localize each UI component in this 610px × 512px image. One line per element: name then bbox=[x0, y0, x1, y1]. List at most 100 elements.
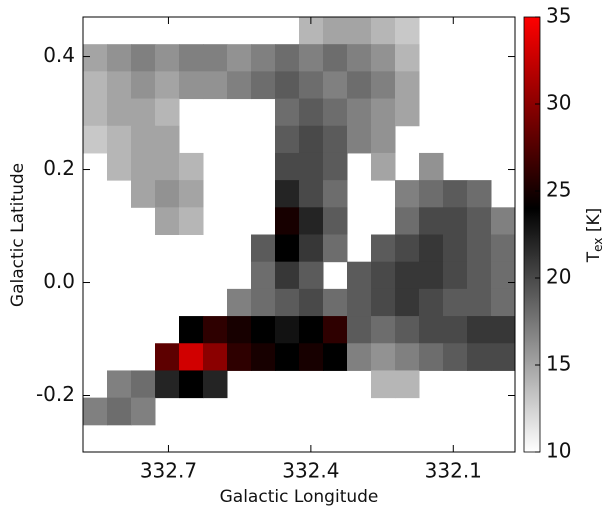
y-tick-label: 0.0 bbox=[43, 269, 75, 293]
heatmap-cell bbox=[107, 152, 132, 181]
heatmap-cell bbox=[467, 207, 492, 235]
heatmap-cell bbox=[371, 316, 396, 344]
heatmap-cell bbox=[299, 207, 324, 235]
heatmap-cell bbox=[203, 370, 228, 399]
heatmap-cell bbox=[443, 288, 468, 317]
heatmap-cell bbox=[467, 261, 492, 290]
heatmap-cell bbox=[275, 234, 300, 263]
heatmap-cell bbox=[131, 98, 156, 127]
heatmap-cell bbox=[467, 234, 492, 263]
heatmap-cell bbox=[107, 397, 132, 426]
heatmap-cell bbox=[179, 180, 204, 208]
heatmap-cell bbox=[299, 71, 324, 100]
heatmap-cell bbox=[251, 288, 276, 317]
heatmap-cell bbox=[491, 288, 516, 317]
y-tick-label: -0.2 bbox=[36, 382, 75, 406]
heatmap-cell bbox=[299, 288, 324, 317]
heatmap-cell bbox=[347, 98, 372, 127]
heatmap-cell bbox=[155, 71, 180, 100]
heatmap-cell bbox=[107, 44, 132, 72]
heatmap-cell bbox=[419, 261, 444, 290]
heatmap-cell bbox=[395, 288, 420, 317]
heatmap-cell bbox=[203, 71, 228, 100]
heatmap-cell bbox=[251, 71, 276, 100]
heatmap-cell bbox=[155, 152, 180, 181]
colorbar-label-main: T bbox=[584, 251, 604, 263]
heatmap-cell bbox=[203, 343, 228, 371]
heatmap-cell bbox=[275, 125, 300, 154]
colorbar-tick-label: 15 bbox=[546, 352, 571, 376]
heatmap-cell bbox=[347, 288, 372, 317]
heatmap-cell bbox=[323, 98, 348, 127]
colorbar-label-sub: ex bbox=[591, 238, 605, 252]
x-tick-label: 332.4 bbox=[282, 459, 339, 483]
heatmap-cell bbox=[83, 397, 108, 426]
heatmap-cell bbox=[395, 343, 420, 371]
heatmap-cell bbox=[251, 343, 276, 371]
heatmap-cell bbox=[347, 71, 372, 100]
heatmap-cell bbox=[419, 234, 444, 263]
heatmap-cell bbox=[323, 234, 348, 263]
heatmap-cell bbox=[323, 180, 348, 208]
heatmap-cell bbox=[323, 17, 348, 45]
heatmap-cell bbox=[323, 316, 348, 344]
heatmap-cell bbox=[491, 207, 516, 235]
heatmap-cell bbox=[179, 44, 204, 72]
colorbar-tick-label: 30 bbox=[546, 91, 571, 115]
heatmap-cell bbox=[155, 98, 180, 127]
heatmap-cell bbox=[131, 44, 156, 72]
heatmap-cell bbox=[275, 316, 300, 344]
heatmap-cell bbox=[275, 261, 300, 290]
heatmap-cell bbox=[179, 316, 204, 344]
heatmap-cell bbox=[299, 261, 324, 290]
heatmap-cell bbox=[395, 207, 420, 235]
heatmap-cell bbox=[371, 98, 396, 127]
heatmap-cell bbox=[491, 261, 516, 290]
heatmap-cell bbox=[443, 180, 468, 208]
heatmap-cell bbox=[395, 71, 420, 100]
heatmap-cell bbox=[83, 71, 108, 100]
heatmap-cell bbox=[155, 207, 180, 235]
heatmap-cell bbox=[347, 261, 372, 290]
heatmap-cell bbox=[419, 152, 444, 181]
heatmap-cell bbox=[299, 98, 324, 127]
heatmap-cell bbox=[419, 180, 444, 208]
heatmap-cell bbox=[299, 316, 324, 344]
heatmap-cell bbox=[347, 17, 372, 45]
x-tick-label: 332.1 bbox=[425, 459, 482, 483]
heatmap-cell bbox=[491, 234, 516, 263]
heatmap-cell bbox=[323, 152, 348, 181]
heatmap-cell bbox=[107, 98, 132, 127]
heatmap-cell bbox=[371, 44, 396, 72]
heatmap-cell bbox=[371, 152, 396, 181]
heatmap-cell bbox=[419, 207, 444, 235]
heatmap-cell bbox=[443, 207, 468, 235]
heatmap-cell bbox=[323, 288, 348, 317]
heatmap-cell bbox=[155, 180, 180, 208]
colorbar-label: Tex [K] bbox=[584, 208, 605, 264]
heatmap-cell bbox=[299, 343, 324, 371]
heatmap-cell bbox=[371, 261, 396, 290]
heatmap-cell bbox=[395, 98, 420, 127]
heatmap-cell bbox=[275, 288, 300, 317]
y-tick-label: 0.2 bbox=[43, 156, 75, 180]
heatmap-cells bbox=[83, 17, 516, 426]
heatmap-cell bbox=[467, 343, 492, 371]
heatmap-cell bbox=[227, 44, 252, 72]
heatmap-cell bbox=[299, 180, 324, 208]
heatmap-cell bbox=[371, 125, 396, 154]
heatmap-cell bbox=[179, 370, 204, 399]
heatmap-cell bbox=[251, 316, 276, 344]
heatmap-cell bbox=[347, 316, 372, 344]
heatmap-cell bbox=[131, 370, 156, 399]
y-axis-label: Galactic Latitude bbox=[8, 163, 28, 307]
heatmap-cell bbox=[323, 125, 348, 154]
heatmap-cell bbox=[131, 152, 156, 181]
heatmap-cell bbox=[419, 343, 444, 371]
heatmap-cell bbox=[131, 397, 156, 426]
heatmap-cell bbox=[179, 152, 204, 181]
heatmap-cell bbox=[83, 125, 108, 154]
heatmap-cell bbox=[131, 180, 156, 208]
heatmap-cell bbox=[251, 44, 276, 72]
